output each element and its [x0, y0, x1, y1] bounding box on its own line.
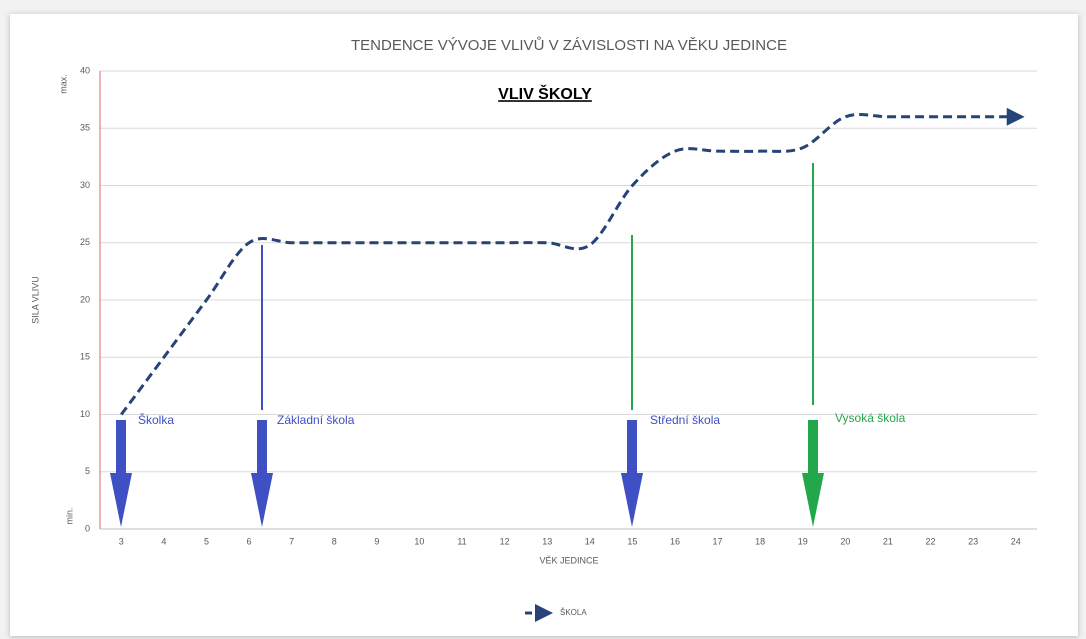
x-axis-title: VĚK JEDINCE [539, 555, 598, 565]
chart-subtitle: VLIV ŠKOLY [498, 84, 592, 103]
card [10, 14, 1078, 636]
x-tick-label: 18 [755, 536, 765, 546]
y-tick-label: 0 [85, 523, 90, 533]
x-tick-label: 21 [883, 536, 893, 546]
x-tick-label: 5 [204, 536, 209, 546]
annotation-label: Základní škola [277, 413, 355, 427]
x-tick-label: 22 [926, 536, 936, 546]
x-tick-label: 23 [968, 536, 978, 546]
y-tick-label: 40 [80, 65, 90, 75]
annotation-label: Školka [138, 412, 174, 427]
y-tick-label: 10 [80, 409, 90, 419]
chart-title: TENDENCE VÝVOJE VLIVŮ V ZÁVISLOSTI NA VĚ… [351, 36, 787, 54]
arrow [621, 420, 643, 527]
x-tick-label: 11 [457, 536, 466, 546]
legend-label: ŠKOLA [560, 608, 587, 617]
series-line [120, 107, 1025, 416]
arrow [110, 420, 132, 527]
x-tick-label: 19 [798, 536, 808, 546]
x-tick-label: 4 [161, 536, 166, 546]
y-tick-label: 20 [80, 294, 90, 304]
x-tick-label: 17 [713, 536, 723, 546]
x-tick-label: 9 [374, 536, 379, 546]
x-tick-label: 16 [670, 536, 680, 546]
y-axis-title: SILA VLIVU [30, 276, 40, 324]
y-max-label: max. [58, 74, 68, 94]
arrow [802, 420, 824, 527]
x-tick-label: 10 [414, 536, 424, 546]
x-tick-label: 15 [627, 536, 637, 546]
x-tick-label: 7 [289, 536, 294, 546]
y-tick-label: 35 [80, 123, 90, 133]
arrow [251, 420, 273, 527]
y-tick-label: 15 [80, 352, 90, 362]
y-min-label: min. [64, 507, 74, 524]
x-tick-label: 24 [1011, 536, 1021, 546]
x-tick-label: 6 [247, 536, 252, 546]
annotation-label: Střední škola [650, 413, 720, 427]
x-tick-label: 20 [840, 536, 850, 546]
y-tick-label: 30 [80, 180, 90, 190]
annotation-label: Vysoká škola [835, 411, 906, 425]
x-tick-label: 14 [585, 536, 595, 546]
x-tick-label: 13 [542, 536, 552, 546]
y-tick-label: 25 [80, 237, 90, 247]
x-tick-label: 3 [119, 536, 124, 546]
y-tick-label: 5 [85, 466, 90, 476]
x-tick-label: 12 [500, 536, 510, 546]
x-tick-label: 8 [332, 536, 337, 546]
